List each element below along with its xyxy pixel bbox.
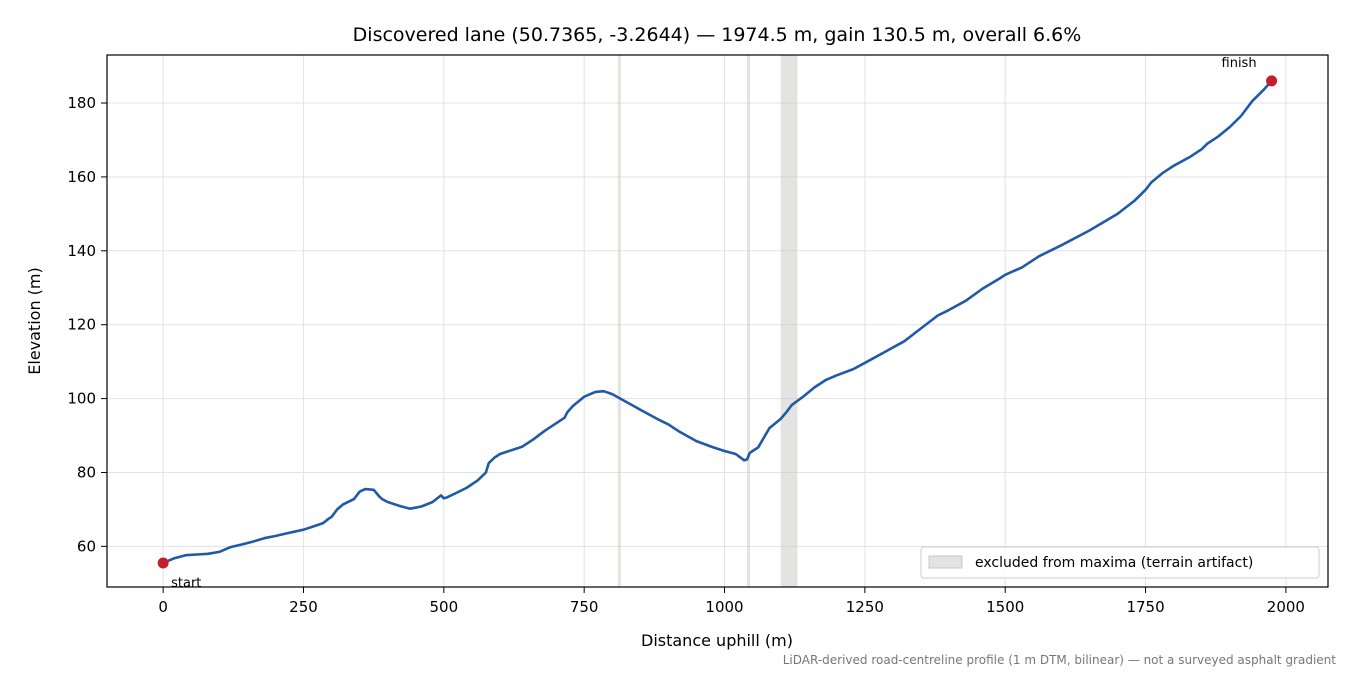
x-tick-label: 1000 — [705, 598, 743, 616]
plot-frame — [106, 54, 1329, 588]
x-tick-label: 1500 — [986, 598, 1024, 616]
marker-label-start: start — [171, 576, 201, 591]
marker-start — [157, 557, 169, 569]
excluded-band — [617, 55, 621, 587]
excluded-bands — [617, 55, 798, 587]
y-tick-label: 140 — [67, 242, 96, 260]
series-layer — [161, 79, 1273, 565]
y-axis-label: Elevation (m) — [25, 267, 44, 374]
x-tick-label: 2000 — [1267, 598, 1305, 616]
x-axis-label: Distance uphill (m) — [641, 631, 793, 650]
legend-box — [920, 546, 1320, 579]
marker-finish — [1266, 75, 1278, 87]
legend-swatch-excluded — [928, 555, 963, 569]
plot-area: start finish — [106, 54, 1329, 591]
x-tick-label: 0 — [158, 598, 168, 616]
marker-label-finish: finish — [1222, 56, 1257, 71]
x-tick-label: 500 — [430, 598, 459, 616]
y-tick-label: 120 — [67, 316, 96, 334]
legend-label-excluded: excluded from maxima (terrain artifact) — [975, 555, 1253, 571]
y-tick-label: 80 — [77, 463, 96, 481]
y-tick-label: 160 — [67, 168, 96, 186]
x-axis: 0 250 500 750 1000 1250 1500 1750 2000 — [158, 587, 1305, 616]
elevation-line — [161, 79, 1273, 565]
grid — [107, 55, 1328, 587]
x-tick-label: 1750 — [1126, 598, 1164, 616]
y-axis: 60 80 100 120 140 160 180 — [67, 94, 107, 555]
x-tick-label: 750 — [570, 598, 599, 616]
excluded-band — [780, 55, 798, 587]
footnote: LiDAR-derived road-centreline profile (1… — [783, 653, 1337, 667]
x-tick-label: 250 — [289, 598, 318, 616]
y-tick-label: 60 — [77, 537, 96, 555]
chart-title: Discovered lane (50.7365, -3.2644) — 197… — [353, 24, 1082, 46]
excluded-band — [746, 55, 750, 587]
y-tick-label: 100 — [67, 390, 96, 408]
legend: excluded from maxima (terrain artifact) — [920, 546, 1320, 579]
y-tick-label: 180 — [67, 94, 96, 112]
x-tick-label: 1250 — [846, 598, 884, 616]
